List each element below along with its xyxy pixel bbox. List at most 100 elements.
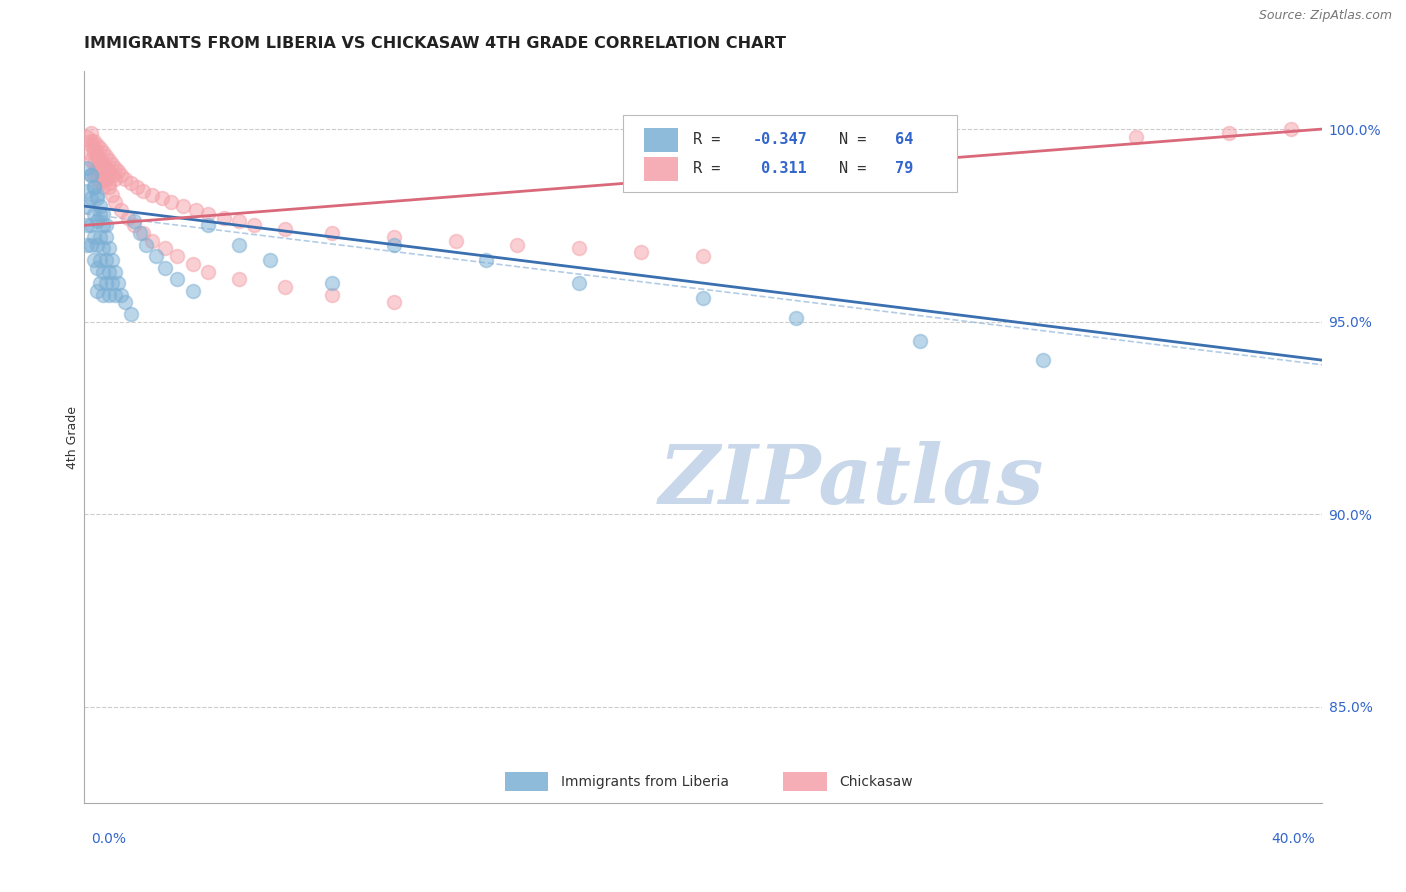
Text: N =: N = [839, 132, 876, 147]
Text: N =: N = [839, 161, 876, 177]
Text: Immigrants from Liberia: Immigrants from Liberia [561, 774, 728, 789]
Point [79, 169, 101, 183]
Point [259, 252, 281, 267]
Point [83, 145, 105, 160]
Point [79, 137, 101, 152]
Point [91, 179, 114, 194]
Point [228, 214, 250, 228]
Point [1032, 353, 1054, 368]
Point [101, 157, 124, 171]
Point [79, 219, 101, 233]
Point [79, 169, 101, 183]
Point [86, 149, 108, 163]
Point [83, 207, 105, 221]
Point [181, 257, 204, 271]
Point [91, 219, 114, 233]
Point [94, 230, 117, 244]
Point [132, 184, 155, 198]
Point [692, 292, 714, 306]
Point [160, 195, 183, 210]
Point [98, 179, 121, 194]
Point [83, 230, 105, 244]
Point [79, 191, 101, 205]
Point [79, 134, 101, 148]
Point [568, 276, 591, 290]
Point [91, 264, 114, 278]
Point [91, 287, 114, 301]
Point [120, 307, 142, 321]
Point [91, 169, 114, 183]
Point [86, 161, 108, 175]
Point [83, 179, 105, 194]
Point [79, 153, 101, 167]
Point [104, 172, 127, 186]
Text: 79: 79 [894, 161, 912, 177]
Point [785, 310, 807, 325]
Text: R =: R = [693, 132, 730, 147]
Point [86, 137, 108, 152]
Point [243, 219, 266, 233]
Point [86, 260, 108, 275]
Point [101, 276, 124, 290]
Point [94, 219, 117, 233]
Point [76, 237, 98, 252]
Point [98, 153, 121, 167]
Text: R =: R = [693, 161, 730, 177]
Point [274, 280, 297, 294]
Point [76, 199, 98, 213]
Point [101, 169, 124, 183]
Point [908, 334, 931, 348]
Point [1125, 129, 1147, 144]
Point [141, 234, 163, 248]
Point [101, 187, 124, 202]
Point [86, 237, 108, 252]
Point [382, 237, 405, 252]
Point [83, 157, 105, 171]
Point [98, 176, 121, 190]
Text: ZIPatlas: ZIPatlas [659, 441, 1045, 521]
Point [166, 272, 188, 286]
Point [83, 141, 105, 155]
Point [153, 242, 176, 256]
Point [94, 172, 117, 186]
Point [89, 230, 111, 244]
FancyBboxPatch shape [644, 128, 678, 152]
Point [89, 164, 111, 178]
Point [181, 284, 204, 298]
Point [104, 161, 127, 175]
Point [89, 252, 111, 267]
Text: IMMIGRANTS FROM LIBERIA VS CHICKASAW 4TH GRADE CORRELATION CHART: IMMIGRANTS FROM LIBERIA VS CHICKASAW 4TH… [84, 36, 786, 51]
Point [122, 219, 145, 233]
Point [1218, 126, 1240, 140]
Point [94, 149, 117, 163]
Text: Source: ZipAtlas.com: Source: ZipAtlas.com [1258, 9, 1392, 22]
Point [83, 252, 105, 267]
Point [475, 252, 498, 267]
Point [145, 249, 167, 263]
Point [76, 219, 98, 233]
Point [86, 214, 108, 228]
Point [274, 222, 297, 236]
Point [94, 161, 117, 175]
Point [153, 260, 176, 275]
Point [83, 169, 105, 183]
Point [76, 129, 98, 144]
Point [135, 237, 157, 252]
Point [132, 226, 155, 240]
Point [91, 145, 114, 160]
Text: 0.311: 0.311 [752, 161, 807, 177]
Point [110, 287, 132, 301]
Point [89, 157, 111, 171]
FancyBboxPatch shape [644, 157, 678, 181]
Point [83, 134, 105, 148]
Point [382, 295, 405, 310]
Point [94, 276, 117, 290]
Point [506, 237, 529, 252]
Point [120, 176, 142, 190]
Point [89, 276, 111, 290]
Point [172, 199, 194, 213]
Text: -0.347: -0.347 [752, 132, 807, 147]
Point [104, 264, 127, 278]
Point [692, 249, 714, 263]
Point [1279, 122, 1302, 136]
